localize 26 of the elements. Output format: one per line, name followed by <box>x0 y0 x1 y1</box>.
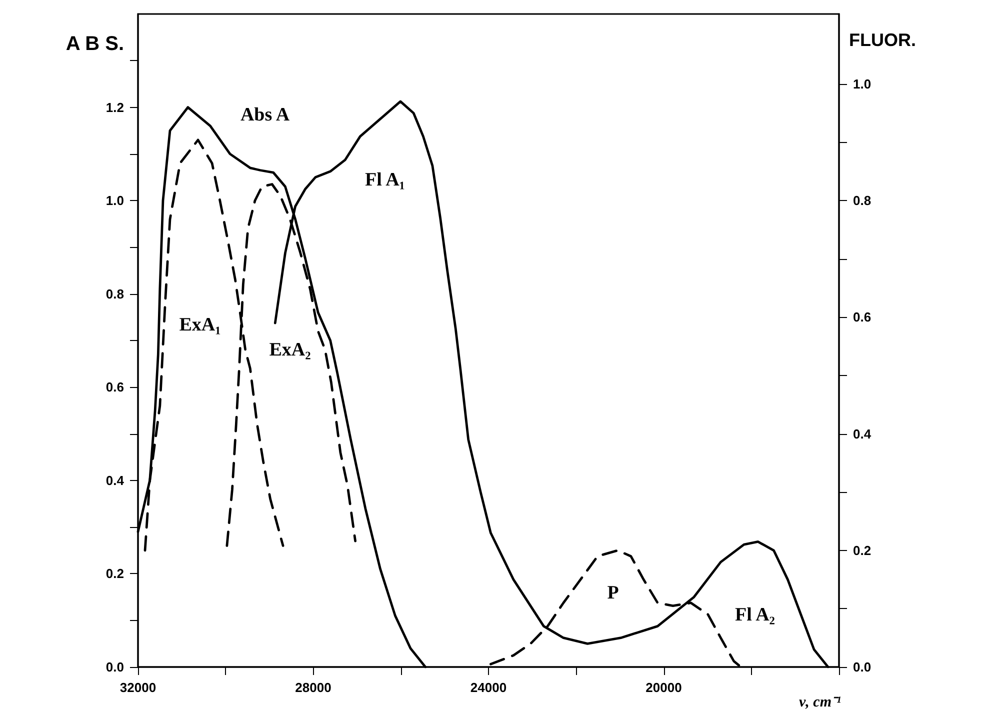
y-axis-title: A B S. <box>66 33 124 55</box>
y-tick-label: 1.0 <box>106 193 124 208</box>
x-tick-label: 28000 <box>295 680 332 695</box>
y2-tick-label: 1.0 <box>853 76 872 92</box>
x-tick-label: 32000 <box>120 680 156 695</box>
y2-tick-label: 0.8 <box>853 193 872 208</box>
annotation: Fl A₁ <box>364 170 406 190</box>
y-tick-label: 0.2 <box>106 566 124 582</box>
x-tick-label: 24000 <box>470 680 507 695</box>
y-tick-label: 0.8 <box>106 286 124 302</box>
y-tick-label: 1.2 <box>106 100 124 115</box>
annotation: Fl A₂ <box>734 604 776 626</box>
annotation: Abs A <box>240 104 290 126</box>
y-tick-label: 0.4 <box>106 472 125 488</box>
y2-tick-label: 0.2 <box>853 542 872 558</box>
annotation: ExA₂ <box>269 340 312 360</box>
y2-axis-title: FLUOR. <box>849 30 916 50</box>
annotation: ExA₁ <box>179 314 221 336</box>
annotation: P <box>607 582 620 604</box>
y-tick-label: 0.6 <box>106 380 124 395</box>
y2-tick-label: 0.4 <box>853 426 872 442</box>
x-tick-label: 20000 <box>646 680 682 695</box>
y2-tick-label: 0.6 <box>853 310 872 325</box>
x-axis-title: ν, cm⁻¹ <box>799 694 841 710</box>
y2-tick-label: 0.0 <box>853 660 872 674</box>
y-tick-label: 0.0 <box>106 660 124 674</box>
